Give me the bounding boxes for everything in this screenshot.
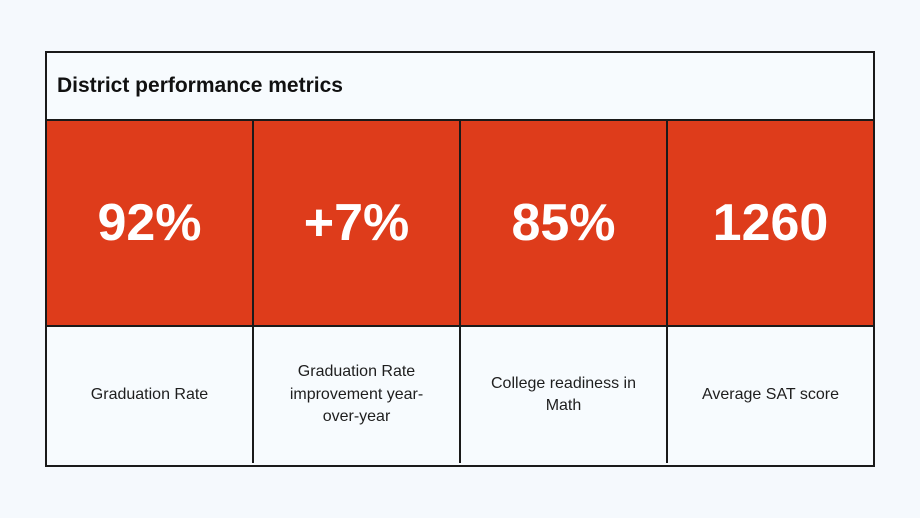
graduation-rate-value: 92% xyxy=(97,194,202,252)
metric-value-cell: 92% xyxy=(47,121,254,325)
graduation-improvement-label: Graduation Rate improvement year-over-ye… xyxy=(289,363,424,426)
table-title: District performance metrics xyxy=(57,74,343,97)
metric-value-cell: +7% xyxy=(254,121,461,325)
graduation-rate-label: Graduation Rate xyxy=(90,385,209,403)
metric-value-cell: 1260 xyxy=(668,121,873,325)
metrics-table: District performance metrics 92% +7% 85%… xyxy=(45,51,875,467)
sat-score-label: Average SAT score xyxy=(702,385,839,403)
metric-values-row: 92% +7% 85% 1260 xyxy=(47,121,873,327)
metric-label-cell: Graduation Rate xyxy=(47,327,254,463)
metric-label-cell: Graduation Rate improvement year-over-ye… xyxy=(254,327,461,463)
metric-label-cell: College readiness in Math xyxy=(461,327,668,463)
math-readiness-value: 85% xyxy=(511,194,616,252)
sat-score-value: 1260 xyxy=(712,194,829,252)
metric-labels-row: Graduation Rate Graduation Rate improvem… xyxy=(47,327,873,463)
metric-label-cell: Average SAT score xyxy=(668,327,873,463)
graduation-improvement-value: +7% xyxy=(303,194,410,252)
math-readiness-label: College readiness in Math xyxy=(491,374,636,414)
table-header: District performance metrics xyxy=(47,53,873,121)
metric-value-cell: 85% xyxy=(461,121,668,325)
